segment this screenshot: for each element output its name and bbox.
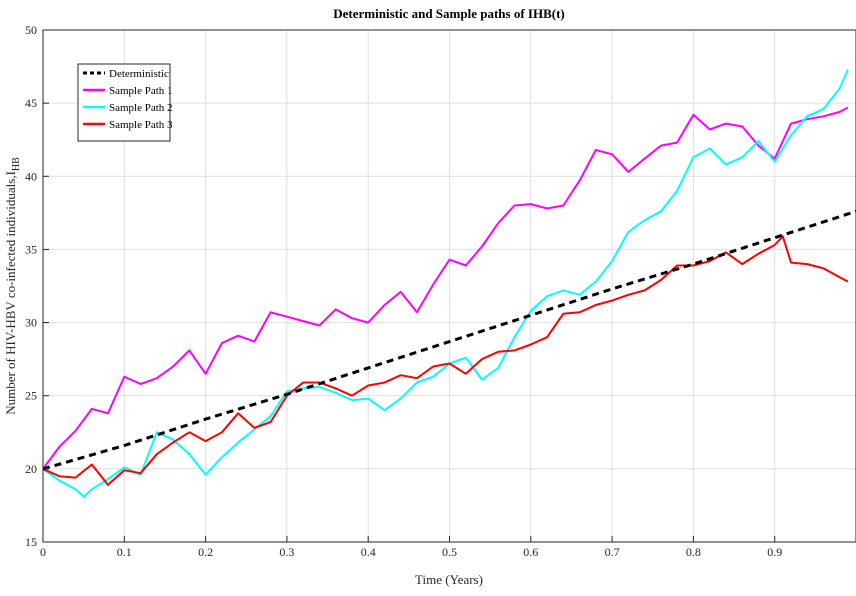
chart-title: Deterministic and Sample paths of IHB(t) (333, 6, 564, 21)
x-tick-label: 0.5 (442, 545, 457, 559)
x-tick-label: 0 (40, 545, 46, 559)
y-tick-label: 40 (25, 169, 37, 183)
legend: Deterministic Sample Path 1 Sample Path 2 S… (77, 63, 173, 142)
y-tick-label: 45 (25, 96, 37, 110)
legend-box (77, 63, 171, 142)
series-line-sample-path-2 (42, 69, 849, 498)
series-group (42, 69, 856, 498)
x-tick-label: 0.3 (279, 545, 294, 559)
y-axis-label-subscript: HB (11, 157, 22, 171)
x-tick-label: 0.6 (523, 545, 538, 559)
legend-label-sample-path-2: Sample Path 2 (109, 102, 173, 114)
legend-label-deterministic: Deterministic (109, 68, 169, 80)
x-tick-label: 0.9 (767, 545, 782, 559)
y-tick-label: 50 (25, 23, 37, 37)
series-line-deterministic (42, 209, 856, 471)
legend-label-sample-path-1: Sample Path 1 (109, 85, 173, 97)
svg-text:Number of HIV-HBV co-infected: Number of HIV-HBV co-infected individual… (3, 157, 22, 415)
y-tick-label: 35 (25, 242, 37, 256)
x-tick-label: 0.1 (117, 545, 132, 559)
x-tick-label: 0.4 (361, 545, 376, 559)
y-tick-label: 25 (25, 389, 37, 403)
x-axis-label: Time (Years) (415, 572, 483, 587)
legend-label-sample-path-3: Sample Path 3 (109, 119, 173, 131)
y-tick-label: 30 (25, 316, 37, 330)
x-tick-label: 0.7 (605, 545, 620, 559)
y-axis-label: Number of HIV-HBV co-infected individual… (3, 157, 22, 415)
y-tick-label: 20 (25, 462, 37, 476)
x-tick-label: 0.2 (198, 545, 213, 559)
x-tick-label: 0.8 (686, 545, 701, 559)
series-line-sample-path-3 (42, 235, 849, 486)
y-tick-label: 15 (25, 535, 37, 549)
ticks: 0 0.1 0.2 0.3 0.4 0.5 0.6 0.7 0.8 0.9 15 20 25 30 35 40… (25, 23, 782, 559)
y-axis-label-main: Number of HIV-HBV co-infected individual… (3, 171, 18, 415)
series-line-sample-path-1 (42, 106, 849, 470)
